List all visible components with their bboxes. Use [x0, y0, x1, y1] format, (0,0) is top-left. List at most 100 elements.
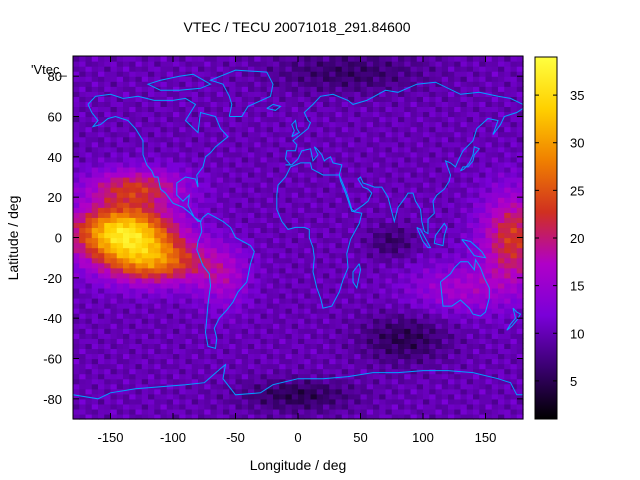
heatmap-cell	[341, 398, 349, 405]
heatmap-cell	[298, 76, 305, 82]
heatmap-cell	[510, 262, 518, 269]
heatmap-cell	[110, 313, 118, 319]
heatmap-cell	[473, 182, 480, 188]
heatmap-cell	[141, 222, 149, 229]
heatmap-cell	[116, 146, 124, 153]
heatmap-cell	[323, 348, 330, 355]
heatmap-cell	[291, 101, 299, 108]
heatmap-cell	[110, 237, 118, 244]
heatmap-cell	[310, 358, 318, 365]
heatmap-cell	[454, 292, 462, 299]
heatmap-cell	[266, 333, 274, 339]
heatmap-cell	[310, 338, 318, 344]
heatmap-cell	[448, 116, 455, 123]
heatmap-cell	[248, 358, 255, 365]
heatmap-cell	[454, 151, 462, 158]
heatmap-cell	[410, 131, 418, 138]
heatmap-cell	[341, 262, 349, 269]
heatmap-cell	[416, 403, 424, 410]
heatmap-cell	[423, 197, 430, 203]
heatmap-cell	[398, 403, 405, 410]
heatmap-cell	[129, 121, 137, 128]
heatmap-cell	[179, 383, 187, 390]
heatmap-cell	[260, 383, 268, 390]
heatmap-cell	[210, 126, 218, 133]
heatmap-cell	[329, 328, 337, 334]
heatmap-cell	[435, 222, 443, 229]
heatmap-cell	[498, 328, 505, 334]
heatmap-cell	[210, 222, 218, 229]
heatmap-cell	[248, 156, 255, 163]
heatmap-cell	[73, 96, 80, 102]
heatmap-cell	[248, 166, 255, 173]
heatmap-cell	[360, 358, 368, 365]
heatmap-cell	[154, 328, 162, 334]
heatmap-cell	[423, 408, 430, 415]
heatmap-cell	[310, 388, 318, 395]
heatmap-cell	[423, 131, 430, 138]
heatmap-cell	[385, 161, 393, 168]
heatmap-cell	[291, 116, 299, 123]
heatmap-cell	[335, 292, 343, 299]
heatmap-cell	[198, 121, 205, 128]
heatmap-cell	[110, 267, 118, 274]
heatmap-cell	[191, 257, 199, 264]
heatmap-cell	[360, 136, 368, 143]
heatmap-cell	[79, 388, 87, 395]
heatmap-cell	[516, 71, 524, 77]
heatmap-cell	[229, 171, 237, 178]
heatmap-cell	[248, 106, 255, 113]
heatmap-cell	[116, 393, 124, 400]
heatmap-cell	[241, 318, 249, 324]
heatmap-cell	[273, 272, 280, 279]
heatmap-cell	[298, 116, 305, 123]
heatmap-cell	[510, 217, 518, 223]
heatmap-cell	[110, 192, 118, 198]
heatmap-cell	[391, 207, 399, 213]
heatmap-cell	[304, 373, 312, 380]
heatmap-cell	[291, 348, 299, 355]
heatmap-cell	[135, 111, 143, 118]
heatmap-cell	[110, 403, 118, 410]
heatmap-cell	[429, 146, 437, 153]
heatmap-cell	[354, 111, 362, 118]
heatmap-cell	[323, 343, 330, 350]
heatmap-cell	[141, 333, 149, 339]
heatmap-cell	[104, 101, 112, 108]
heatmap-cell	[323, 141, 330, 148]
heatmap-cell	[73, 287, 80, 294]
heatmap-cell	[429, 333, 437, 339]
heatmap-cell	[416, 333, 424, 339]
heatmap-cell	[129, 378, 137, 385]
heatmap-cell	[266, 408, 274, 415]
heatmap-cell	[79, 136, 87, 143]
heatmap-cell	[485, 227, 493, 234]
heatmap-cell	[373, 217, 380, 223]
heatmap-cell	[198, 383, 205, 390]
heatmap-cell	[341, 126, 349, 133]
heatmap-cell	[454, 86, 462, 92]
heatmap-cell	[104, 237, 112, 244]
heatmap-cell	[73, 222, 80, 229]
heatmap-cell	[373, 333, 380, 339]
heatmap-cell	[173, 81, 180, 87]
heatmap-cell	[285, 146, 293, 153]
heatmap-cell	[173, 343, 180, 350]
heatmap-cell	[204, 328, 212, 334]
heatmap-cell	[473, 96, 480, 102]
heatmap-cell	[366, 71, 374, 77]
heatmap-cell	[123, 247, 130, 254]
heatmap-cell	[491, 323, 499, 329]
heatmap-cell	[416, 267, 424, 274]
heatmap-cell	[273, 358, 280, 365]
heatmap-cell	[129, 262, 137, 269]
heatmap-cell	[154, 323, 162, 329]
heatmap-cell	[166, 76, 174, 82]
heatmap-cell	[123, 343, 130, 350]
heatmap-cell	[435, 403, 443, 410]
heatmap-cell	[329, 257, 337, 264]
heatmap-cell	[454, 166, 462, 173]
heatmap-cell	[216, 408, 224, 415]
heatmap-cell	[360, 328, 368, 334]
heatmap-cell	[73, 106, 80, 113]
